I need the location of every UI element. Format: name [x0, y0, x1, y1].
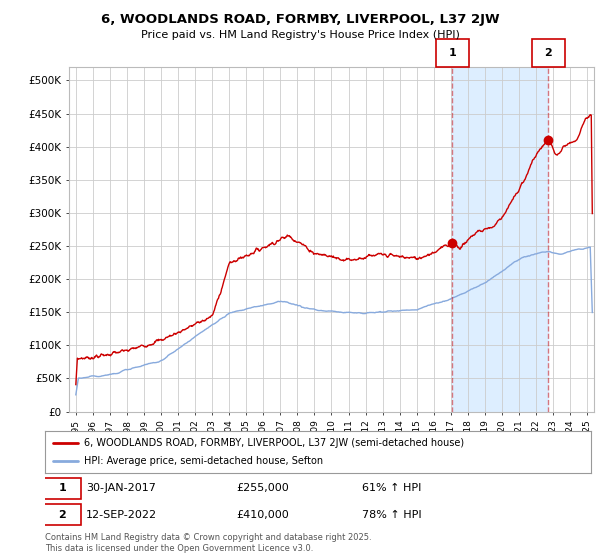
Text: 1: 1: [448, 48, 456, 58]
Text: 12-SEP-2022: 12-SEP-2022: [86, 510, 157, 520]
Text: Price paid vs. HM Land Registry's House Price Index (HPI): Price paid vs. HM Land Registry's House …: [140, 30, 460, 40]
FancyBboxPatch shape: [44, 478, 81, 499]
Text: 78% ↑ HPI: 78% ↑ HPI: [362, 510, 421, 520]
Bar: [452, 67, 548, 412]
Text: Contains HM Land Registry data © Crown copyright and database right 2025.
This d: Contains HM Land Registry data © Crown c…: [45, 533, 371, 553]
Text: 6, WOODLANDS ROAD, FORMBY, LIVERPOOL, L37 2JW (semi-detached house): 6, WOODLANDS ROAD, FORMBY, LIVERPOOL, L3…: [85, 438, 464, 448]
Text: £255,000: £255,000: [236, 483, 289, 493]
Text: 30-JAN-2017: 30-JAN-2017: [86, 483, 156, 493]
Text: 2: 2: [59, 510, 67, 520]
Text: 2: 2: [544, 48, 552, 58]
Text: 6, WOODLANDS ROAD, FORMBY, LIVERPOOL, L37 2JW: 6, WOODLANDS ROAD, FORMBY, LIVERPOOL, L3…: [101, 13, 499, 26]
FancyBboxPatch shape: [44, 504, 81, 525]
Text: £410,000: £410,000: [236, 510, 289, 520]
Text: 61% ↑ HPI: 61% ↑ HPI: [362, 483, 421, 493]
Text: 1: 1: [59, 483, 67, 493]
Text: HPI: Average price, semi-detached house, Sefton: HPI: Average price, semi-detached house,…: [85, 456, 323, 466]
